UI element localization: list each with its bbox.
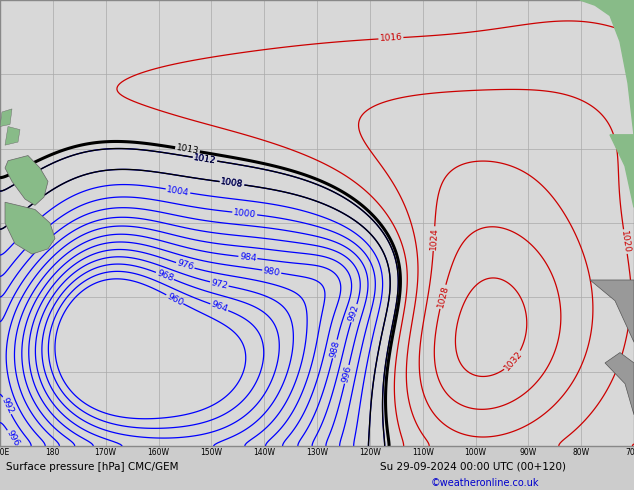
Text: 180: 180 (46, 448, 60, 457)
Text: 1012: 1012 (193, 153, 217, 166)
Text: 976: 976 (176, 259, 195, 272)
Text: 110W: 110W (411, 448, 434, 457)
Polygon shape (5, 155, 48, 205)
Text: 1004: 1004 (166, 185, 190, 197)
Text: 70W: 70W (625, 448, 634, 457)
Text: 1000: 1000 (233, 208, 257, 219)
Text: 968: 968 (155, 269, 174, 283)
Text: 1028: 1028 (436, 285, 450, 309)
Text: 996: 996 (4, 428, 21, 448)
Polygon shape (5, 126, 20, 145)
Text: 992: 992 (0, 396, 15, 416)
Polygon shape (610, 135, 634, 207)
Text: 964: 964 (210, 300, 229, 315)
Text: 170W: 170W (94, 448, 117, 457)
Text: 1008: 1008 (220, 177, 244, 189)
Text: 120W: 120W (359, 448, 381, 457)
Text: 1013: 1013 (176, 144, 200, 156)
Text: 1008: 1008 (220, 177, 244, 189)
Text: Surface pressure [hPa] CMC/GEM: Surface pressure [hPa] CMC/GEM (6, 462, 179, 471)
Text: 1012: 1012 (193, 153, 217, 166)
Text: 140W: 140W (253, 448, 275, 457)
Polygon shape (605, 353, 634, 415)
Text: 992: 992 (347, 304, 361, 323)
Text: 988: 988 (328, 340, 341, 358)
Text: 90W: 90W (520, 448, 537, 457)
Text: 1024: 1024 (429, 227, 439, 250)
Text: Su 29-09-2024 00:00 UTC (00+120): Su 29-09-2024 00:00 UTC (00+120) (380, 462, 566, 471)
Text: 1032: 1032 (502, 349, 524, 372)
Text: 980: 980 (262, 266, 281, 277)
Polygon shape (580, 0, 634, 135)
Text: 1016: 1016 (379, 33, 403, 44)
Text: 150W: 150W (200, 448, 223, 457)
Text: 130W: 130W (306, 448, 328, 457)
Polygon shape (5, 202, 55, 254)
Text: 972: 972 (210, 278, 229, 290)
Polygon shape (0, 109, 12, 126)
Text: ©weatheronline.co.uk: ©weatheronline.co.uk (431, 478, 540, 488)
Text: 170E: 170E (0, 448, 10, 457)
Text: 996: 996 (340, 365, 353, 384)
Text: 960: 960 (165, 292, 184, 307)
Text: 160W: 160W (148, 448, 169, 457)
Polygon shape (590, 280, 634, 342)
Text: 80W: 80W (573, 448, 590, 457)
Text: 984: 984 (239, 252, 257, 263)
Text: 1020: 1020 (619, 230, 631, 253)
Text: 100W: 100W (465, 448, 486, 457)
